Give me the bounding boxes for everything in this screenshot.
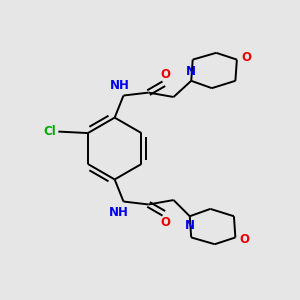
Text: O: O xyxy=(160,216,170,229)
Text: NH: NH xyxy=(110,79,130,92)
Text: Cl: Cl xyxy=(43,124,56,137)
Text: N: N xyxy=(186,65,196,78)
Text: O: O xyxy=(240,233,250,246)
Text: O: O xyxy=(160,68,170,81)
Text: NH: NH xyxy=(109,206,129,219)
Text: N: N xyxy=(185,219,195,232)
Text: O: O xyxy=(241,51,251,64)
